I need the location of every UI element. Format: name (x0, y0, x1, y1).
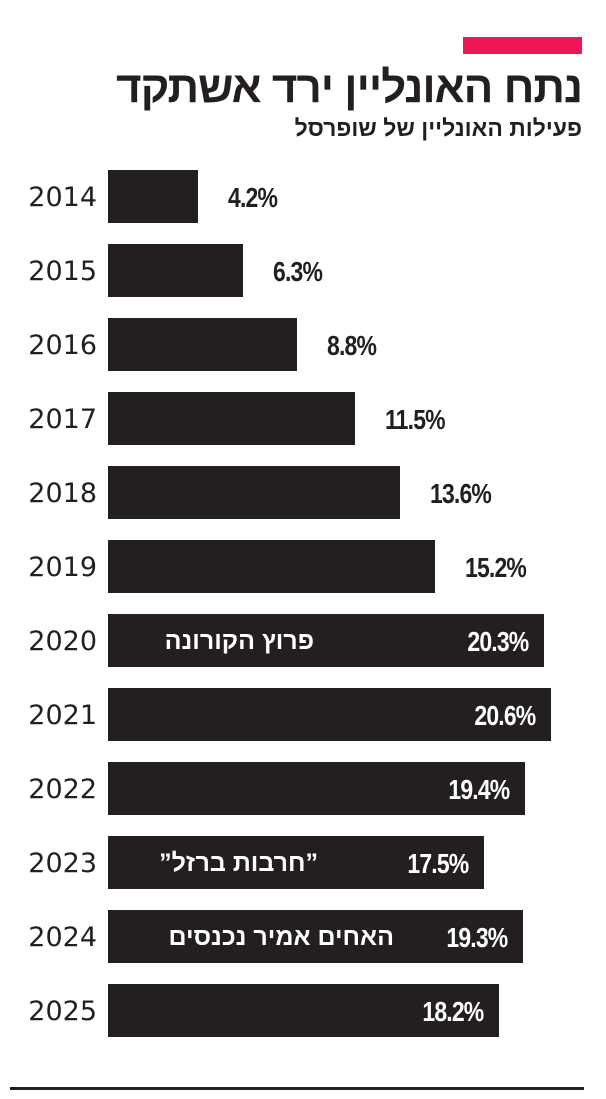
value-label: 19.3% (445, 922, 508, 953)
value-label: 11.5% (385, 404, 446, 435)
value-label: 15.2% (465, 552, 527, 583)
value-label: 8.8% (327, 330, 377, 361)
bar (108, 466, 400, 519)
bar (108, 762, 525, 815)
event-annotation: פרוץ הקורונה (164, 627, 314, 655)
value-label: 17.5% (406, 848, 469, 879)
bar (108, 910, 523, 963)
bar-row: 2019 15.2% (0, 540, 606, 593)
bar (108, 392, 355, 445)
bar-row: 2018 13.6% (0, 466, 606, 519)
bar (108, 836, 484, 889)
value-label: 20.3% (466, 626, 529, 657)
bar-row: 2023 17.5% ”חרבות ברזל” (0, 836, 606, 889)
year-label: 2017 (28, 404, 97, 435)
bar-row: 2016 8.8% (0, 318, 606, 371)
accent-bar (463, 37, 582, 54)
year-label: 2025 (28, 996, 97, 1027)
year-label: 2021 (28, 700, 97, 731)
year-label: 2020 (28, 626, 97, 657)
event-annotation: ”חרבות ברזל” (159, 849, 318, 877)
bar-row: 2022 19.4% (0, 762, 606, 815)
bar (108, 688, 551, 741)
bar (108, 614, 544, 667)
chart-title: נתח האונליין ירד אשתקד (115, 63, 583, 112)
bar (108, 318, 297, 371)
value-label: 6.3% (273, 256, 323, 287)
event-annotation: האחים אמיר נכנסים (168, 923, 394, 951)
bar (108, 244, 243, 297)
bar (108, 984, 499, 1037)
bar-row: 2017 11.5% (0, 392, 606, 445)
bar (108, 540, 435, 593)
year-label: 2023 (28, 848, 97, 879)
year-label: 2018 (28, 478, 97, 509)
bar-row: 2024 19.3% האחים אמיר נכנסים (0, 910, 606, 963)
bottom-rule (10, 1087, 584, 1090)
bar-row: 2020 20.3% פרוץ הקורונה (0, 614, 606, 667)
value-label: 18.2% (421, 996, 484, 1027)
value-label: 19.4% (447, 774, 510, 805)
year-label: 2022 (28, 774, 97, 805)
value-label: 4.2% (228, 182, 278, 213)
bar-row: 2025 18.2% (0, 984, 606, 1037)
year-label: 2019 (28, 552, 97, 583)
value-label: 20.6% (473, 700, 536, 731)
bar-row: 2021 20.6% (0, 688, 606, 741)
bar (108, 170, 198, 223)
year-label: 2016 (28, 330, 97, 361)
year-label: 2014 (28, 182, 97, 213)
year-label: 2015 (28, 256, 97, 287)
value-label: 13.6% (430, 478, 492, 509)
year-label: 2024 (28, 922, 97, 953)
bar-row: 2015 6.3% (0, 244, 606, 297)
bar-row: 2014 4.2% (0, 170, 606, 223)
chart-subtitle: פעילות האונליין של שופרסל (294, 115, 582, 141)
